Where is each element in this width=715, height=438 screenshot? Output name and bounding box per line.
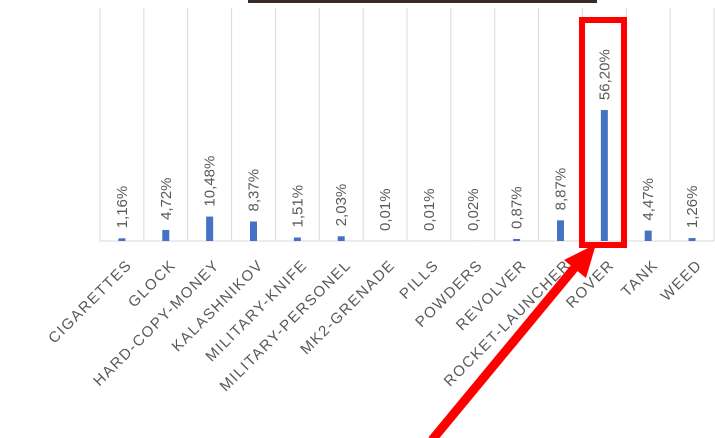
bar bbox=[600, 110, 608, 241]
value-label: 0,01% bbox=[377, 188, 394, 231]
arrow-shaft bbox=[428, 263, 580, 438]
value-label: 0,87% bbox=[509, 186, 526, 229]
value-label: 1,51% bbox=[289, 185, 306, 228]
bar bbox=[337, 236, 345, 241]
value-label: 56,20% bbox=[596, 49, 613, 100]
value-label: 1,16% bbox=[114, 186, 131, 229]
value-label: 8,87% bbox=[552, 168, 569, 211]
highlight-box bbox=[579, 17, 627, 248]
value-label: 2,03% bbox=[333, 184, 350, 227]
bar bbox=[293, 237, 301, 241]
value-label: 8,37% bbox=[245, 169, 262, 212]
bar bbox=[513, 238, 521, 241]
image-strip bbox=[248, 0, 597, 3]
value-label: 1,26% bbox=[684, 186, 701, 229]
value-label: 10,48% bbox=[202, 156, 219, 207]
x-tick-label: TANK bbox=[618, 257, 662, 301]
x-tick-label: WEED bbox=[658, 257, 706, 305]
bar bbox=[206, 216, 214, 241]
bar bbox=[162, 230, 170, 241]
bar bbox=[118, 238, 126, 241]
x-tick-label: CIGARETTES bbox=[45, 257, 135, 347]
bar bbox=[644, 230, 652, 241]
plot: 1,16%CIGARETTES4,72%GLOCK10,48%HARD-COPY… bbox=[45, 8, 715, 395]
arrow-head bbox=[564, 244, 596, 278]
bar bbox=[688, 238, 696, 241]
value-label: 0,02% bbox=[465, 188, 482, 231]
value-label: 4,47% bbox=[640, 178, 657, 221]
value-label: 4,72% bbox=[158, 177, 175, 220]
value-label: 0,01% bbox=[421, 188, 438, 231]
bar bbox=[250, 221, 257, 241]
bar bbox=[557, 220, 564, 241]
